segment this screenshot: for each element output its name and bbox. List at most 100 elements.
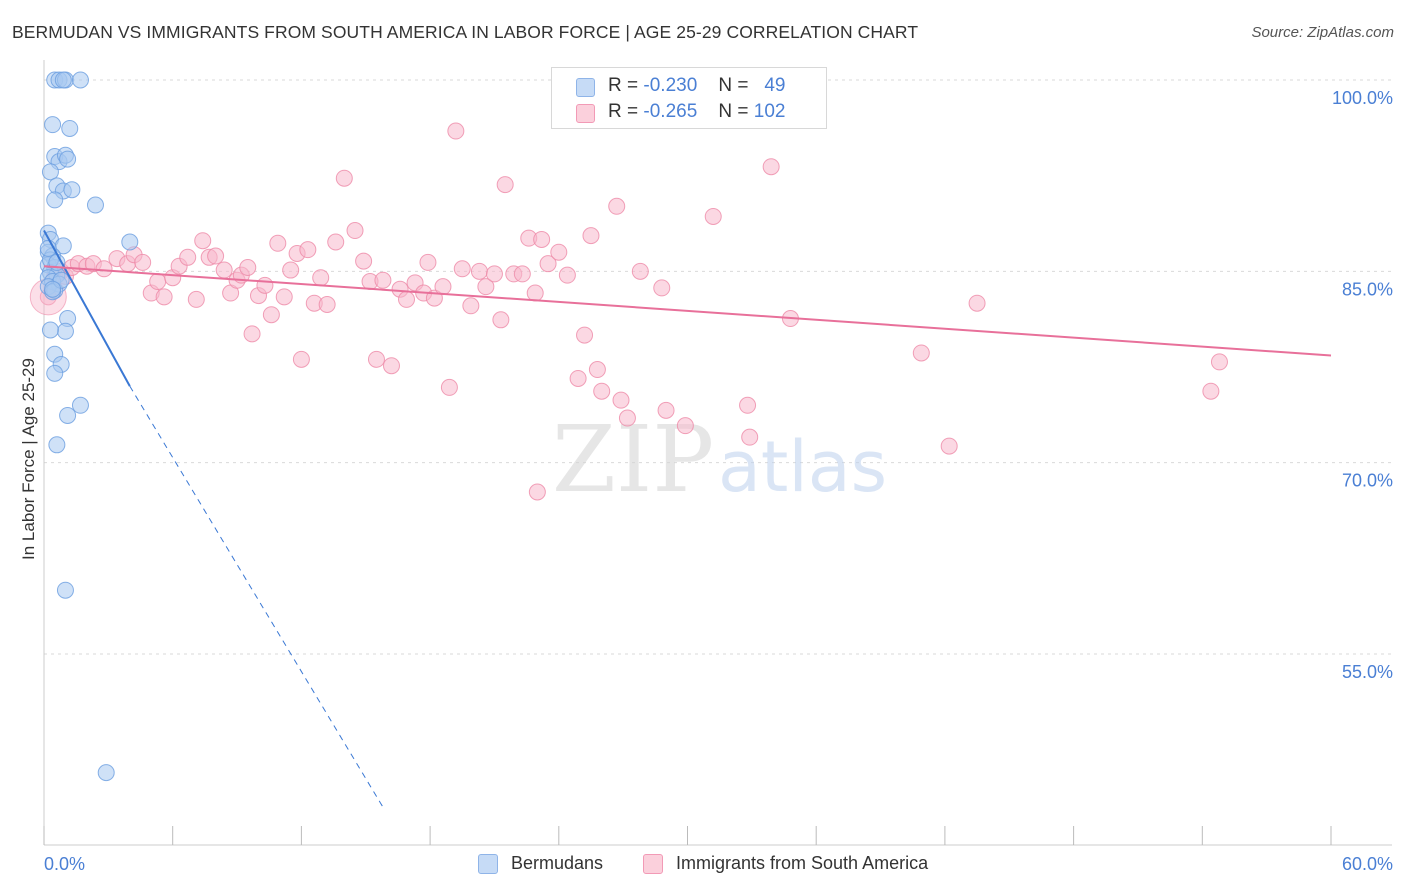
legend-text-immigrants: R = -0.265 N = 102	[608, 101, 786, 122]
immigrants-point	[453, 260, 471, 278]
immigrants-point	[299, 241, 317, 259]
immigrants-point	[207, 247, 225, 265]
trend-lines	[43, 230, 1332, 808]
bermudans-point	[59, 150, 77, 168]
x-tick-label: 60.0%	[1342, 854, 1393, 874]
immigrants-point	[741, 428, 759, 446]
immigrants-point	[95, 260, 113, 278]
immigrants-point	[262, 306, 280, 324]
trend-line-bermudans-extrapolated	[129, 385, 384, 808]
immigrants-point	[612, 391, 630, 409]
immigrants-point	[912, 344, 930, 362]
legend-swatch-bermudans	[576, 78, 595, 97]
immigrants-point	[318, 295, 336, 313]
immigrants-point	[618, 409, 636, 427]
immigrants-point	[187, 290, 205, 308]
immigrants-point	[528, 483, 546, 501]
immigrants-point	[631, 262, 649, 280]
trend-line-bermudans	[43, 230, 131, 387]
bermudans-point	[71, 396, 89, 414]
immigrants-point	[312, 269, 330, 287]
immigrants-point	[968, 294, 986, 312]
immigrants-point	[155, 288, 173, 306]
immigrants-point	[470, 262, 488, 280]
bermudans-point	[41, 321, 59, 339]
immigrants-point	[434, 278, 452, 296]
bermudans-point	[71, 71, 89, 89]
grid-lines	[44, 79, 1392, 655]
immigrants-point	[462, 297, 480, 315]
immigrants-point	[576, 326, 594, 344]
series-legend: Bermudans Immigrants from South America	[0, 852, 1406, 878]
immigrants-point	[1210, 353, 1228, 371]
chart-source: Source: ZipAtlas.com	[1251, 24, 1394, 41]
legend-swatch-immigrants	[643, 854, 663, 874]
legend-label-immigrants: Immigrants from South America	[676, 853, 929, 873]
immigrants-point	[676, 417, 694, 435]
immigrants-point	[582, 227, 600, 245]
immigrants-point	[419, 253, 437, 271]
bermudans-point	[41, 163, 59, 181]
immigrants-point	[134, 253, 152, 271]
immigrants-point	[382, 357, 400, 375]
immigrants-point	[533, 230, 551, 248]
bermudans-point	[86, 196, 104, 214]
bermudans-point	[121, 233, 139, 251]
immigrants-point	[355, 252, 373, 270]
correlation-legend: R = -0.230 N = 49 R = -0.265 N = 102	[551, 67, 827, 129]
bermudans-point	[59, 406, 77, 424]
immigrants-point	[704, 207, 722, 225]
tick-labels: 100.0% 85.0% 70.0% 55.0% 0.0% 60.0%	[44, 88, 1393, 874]
immigrants-point	[569, 369, 587, 387]
y-tick-label: 100.0%	[1332, 88, 1393, 108]
immigrants-point	[149, 273, 167, 291]
immigrants-point	[335, 169, 353, 187]
series-bermudans-points	[39, 71, 139, 782]
bermudans-point	[63, 181, 81, 199]
immigrants-point	[1202, 382, 1220, 400]
immigrants-point	[275, 288, 293, 306]
bermudans-point	[48, 436, 66, 454]
immigrants-point	[477, 278, 495, 296]
series-immigrants-points	[29, 71, 1228, 501]
watermark: ZIP atlas	[552, 406, 887, 513]
immigrants-point	[292, 350, 310, 368]
immigrants-point	[327, 233, 345, 251]
immigrants-point	[374, 271, 392, 289]
bermudans-point	[56, 322, 74, 340]
immigrants-point	[282, 261, 300, 279]
y-tick-label: 85.0%	[1342, 279, 1393, 299]
y-tick-label: 70.0%	[1342, 471, 1393, 491]
immigrants-point	[485, 265, 503, 283]
immigrants-point	[593, 382, 611, 400]
legend-swatch-bermudans	[478, 854, 498, 874]
bermudans-point	[44, 116, 62, 134]
immigrants-point	[653, 279, 671, 297]
trend-line-immigrants	[43, 265, 1332, 357]
immigrants-point	[762, 158, 780, 176]
immigrants-point	[513, 265, 531, 283]
immigrants-point	[440, 378, 458, 396]
legend-text-bermudans: R = -0.230 N = 49	[608, 75, 786, 96]
bermudans-point	[61, 119, 79, 137]
bermudans-point	[97, 764, 115, 782]
bermudans-point	[46, 364, 64, 382]
immigrants-point	[194, 232, 212, 250]
immigrants-point	[215, 261, 233, 279]
immigrants-point	[447, 122, 465, 140]
y-axis-title: In Labor Force | Age 25-29	[19, 358, 38, 560]
immigrants-point	[657, 401, 675, 419]
y-tick-label: 55.0%	[1342, 662, 1393, 682]
bermudans-point	[46, 191, 64, 209]
immigrants-point	[608, 197, 626, 215]
immigrants-point	[243, 325, 261, 343]
immigrants-point	[256, 276, 274, 294]
immigrants-point	[550, 243, 568, 261]
bermudans-point	[54, 71, 72, 89]
chart-title: BERMUDAN VS IMMIGRANTS FROM SOUTH AMERIC…	[12, 22, 919, 42]
bermudans-point	[44, 280, 62, 298]
legend-swatch-immigrants	[576, 104, 595, 123]
immigrants-point	[239, 259, 257, 277]
x-tick-label: 0.0%	[44, 854, 85, 874]
